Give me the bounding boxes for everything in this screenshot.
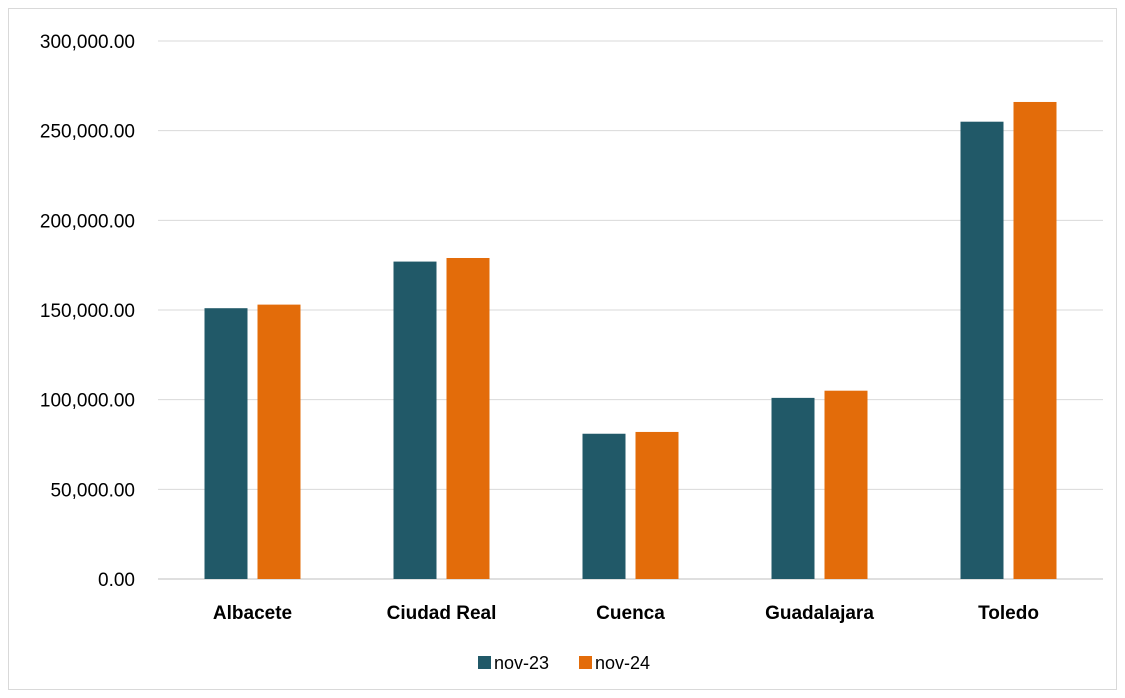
bars <box>204 101 1057 580</box>
bar-nov-23-albacete <box>204 308 248 579</box>
bar-nov-23-guadalajara <box>771 397 815 579</box>
y-tick-label: 0.00 <box>98 570 135 591</box>
legend-swatch-nov-23 <box>478 656 491 669</box>
x-category-label: Toledo <box>978 603 1039 624</box>
chart-frame <box>8 8 1117 690</box>
bar-nov-24-guadalajara <box>824 390 868 579</box>
y-tick-label: 50,000.00 <box>50 480 135 501</box>
bar-nov-23-ciudad-real <box>393 261 437 579</box>
legend-label-nov-24: nov-24 <box>595 653 650 673</box>
x-axis: Albacete Ciudad Real Cuenca Guadalajara Tole… <box>213 603 1039 624</box>
gridlines <box>158 40 1103 580</box>
bar-nov-23-toledo <box>960 121 1004 579</box>
y-tick-label: 250,000.00 <box>40 122 135 143</box>
y-tick-label: 100,000.00 <box>40 391 135 412</box>
x-category-label: Ciudad Real <box>387 603 497 624</box>
bar-nov-24-albacete <box>257 304 301 579</box>
y-tick-label: 300,000.00 <box>40 32 135 53</box>
legend: nov-23 nov-24 <box>478 653 650 673</box>
x-category-label: Albacete <box>213 603 292 624</box>
y-axis: 0.00 50,000.00 100,000.00 150,000.00 200,000… <box>40 32 135 591</box>
y-tick-label: 200,000.00 <box>40 211 135 232</box>
bar-nov-24-cuenca <box>635 431 679 579</box>
legend-swatch-nov-24 <box>579 656 592 669</box>
y-tick-label: 150,000.00 <box>40 301 135 322</box>
bar-nov-24-ciudad-real <box>446 257 490 579</box>
bar-nov-24-toledo <box>1013 101 1057 580</box>
x-category-label: Guadalajara <box>765 603 874 624</box>
bar-nov-23-cuenca <box>582 433 626 579</box>
legend-label-nov-23: nov-23 <box>494 653 549 673</box>
x-category-label: Cuenca <box>596 603 665 624</box>
